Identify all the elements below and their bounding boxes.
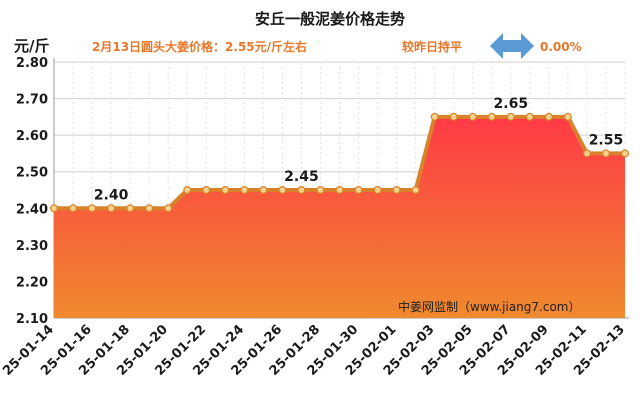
data-point xyxy=(278,186,287,195)
data-point xyxy=(468,112,477,121)
data-point xyxy=(506,112,515,121)
data-point xyxy=(126,204,135,213)
data-point xyxy=(411,186,420,195)
data-point xyxy=(145,204,154,213)
data-label: 2.40 xyxy=(94,187,129,203)
data-point xyxy=(601,149,610,158)
y-axis: 2.10 2.20 2.30 2.40 2.50 2.60 2.70 2.80 xyxy=(16,56,48,327)
data-point xyxy=(620,149,629,158)
y-tick-label: 2.20 xyxy=(16,275,48,290)
price-area xyxy=(54,116,625,318)
y-tick-label: 2.10 xyxy=(16,312,48,327)
data-label: 2.55 xyxy=(589,132,624,148)
data-label: 2.45 xyxy=(284,169,319,185)
double-arrow-icon xyxy=(490,33,534,59)
x-axis: 25-01-1425-01-1625-01-1825-01-2025-01-22… xyxy=(0,322,628,379)
chart-title: 安丘一般泥姜价格走势 xyxy=(255,10,405,28)
data-point xyxy=(582,149,591,158)
data-point xyxy=(525,112,534,121)
data-point xyxy=(373,186,382,195)
y-unit-label: 元/斤 xyxy=(14,37,49,55)
data-point xyxy=(183,186,192,195)
data-point xyxy=(449,112,458,121)
y-tick-label: 2.80 xyxy=(16,56,48,71)
data-point xyxy=(49,204,58,213)
change-label: 较昨日持平 xyxy=(402,39,462,54)
data-point xyxy=(297,186,306,195)
data-points xyxy=(49,112,629,213)
data-point xyxy=(354,186,363,195)
data-point xyxy=(259,186,268,195)
change-value: 0.00% xyxy=(540,40,582,54)
y-tick-label: 2.70 xyxy=(16,93,48,108)
data-point xyxy=(240,186,249,195)
y-tick-label: 2.30 xyxy=(16,239,48,254)
price-note: 2月13日圆头大姜价格：2.55元/斤左右 xyxy=(92,39,307,54)
data-point xyxy=(563,112,572,121)
data-point xyxy=(487,112,496,121)
data-point xyxy=(202,186,211,195)
watermark: 中姜网监制（www.jiang7.com） xyxy=(398,299,580,314)
data-point xyxy=(107,204,116,213)
y-tick-label: 2.50 xyxy=(16,166,48,181)
data-point xyxy=(316,186,325,195)
y-tick-label: 2.40 xyxy=(16,202,48,217)
data-point xyxy=(69,204,78,213)
data-label: 2.65 xyxy=(494,96,529,112)
data-point xyxy=(392,186,401,195)
data-point xyxy=(430,112,439,121)
data-point xyxy=(88,204,97,213)
y-tick-label: 2.60 xyxy=(16,129,48,144)
data-point xyxy=(544,112,553,121)
data-point xyxy=(335,186,344,195)
data-point xyxy=(164,204,173,213)
data-point xyxy=(221,186,230,195)
data-labels: 2.40 2.45 2.65 2.55 xyxy=(94,96,623,203)
